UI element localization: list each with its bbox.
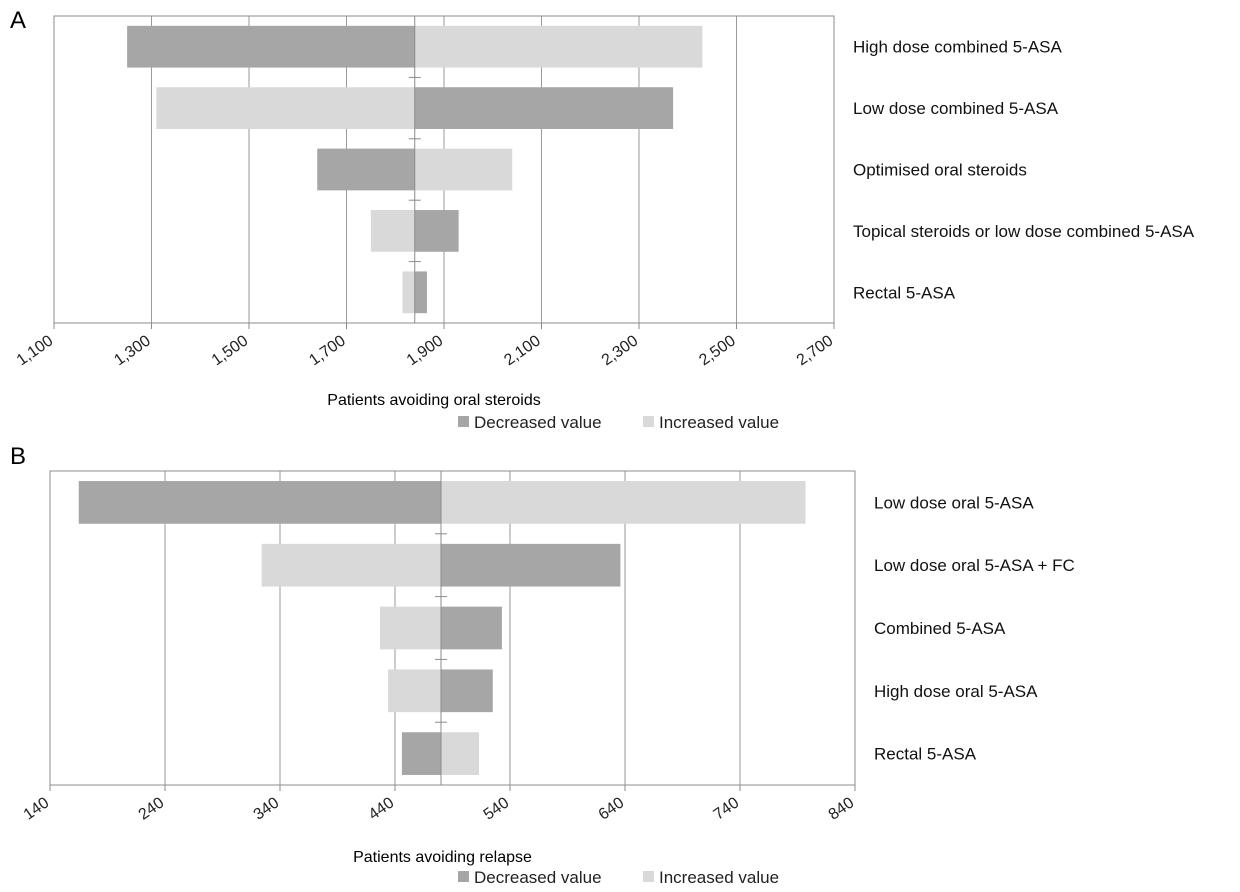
category-label: Low dose combined 5-ASA [853, 99, 1059, 118]
category-label: Low dose oral 5-ASA [874, 493, 1034, 512]
x-tick-label: 2,100 [501, 332, 544, 369]
bar-decreased [127, 25, 415, 68]
bar-decreased [414, 271, 427, 314]
category-label: Low dose oral 5-ASA + FC [874, 556, 1075, 575]
bar-increased [370, 210, 415, 252]
bar-increased [261, 543, 441, 587]
legend-label: Increased value [659, 868, 779, 887]
plot-frame [49, 470, 856, 786]
x-tick-label: 340 [251, 794, 283, 823]
x-tick-label: 140 [21, 794, 53, 823]
bar-decreased [441, 606, 502, 650]
bar-decreased [401, 732, 441, 775]
category-label: Topical steroids or low dose combined 5-… [853, 222, 1195, 241]
bar-increased [441, 732, 479, 775]
bar-increased [156, 87, 415, 129]
bar-increased [414, 148, 513, 191]
x-tick-label: 640 [596, 794, 628, 823]
x-tick-label: 840 [826, 794, 858, 823]
panel-a: A High dose combined 5-ASA Low dose combin… [10, 7, 1195, 432]
bar-increased [388, 669, 441, 713]
bar-decreased [441, 669, 493, 713]
legend-swatch [643, 416, 654, 427]
category-label: Rectal 5-ASA [853, 283, 956, 302]
panel-letter: A [10, 7, 26, 34]
legend-swatch [643, 871, 654, 882]
bar-decreased [414, 210, 459, 252]
x-tick-label: 240 [136, 794, 168, 823]
legend-label: Decreased value [474, 413, 602, 432]
category-label: High dose oral 5-ASA [874, 682, 1038, 701]
x-tick-label: 740 [711, 794, 743, 823]
legend-label: Decreased value [474, 868, 602, 887]
category-label: Optimised oral steroids [853, 161, 1027, 180]
x-tick-label: 1,100 [14, 332, 57, 369]
bar-increased [414, 25, 703, 68]
panel-b: B Low dose oral 5-ASA Low dose oral 5-ASA … [10, 443, 1075, 887]
bar-decreased [414, 87, 674, 129]
x-tick-label: 2,300 [599, 332, 642, 369]
x-axis-title: Patients avoiding relapse [353, 849, 532, 866]
bar-increased [380, 606, 441, 650]
bar-increased [441, 481, 806, 524]
legend-label: Increased value [659, 413, 779, 432]
x-tick-label: 540 [481, 794, 513, 823]
x-tick-label: 440 [366, 794, 398, 823]
bar-decreased [317, 148, 415, 191]
legend: Decreased value Increased value [458, 868, 779, 887]
x-tick-label: 1,700 [306, 332, 349, 369]
x-tick-label: 1,500 [209, 332, 252, 369]
legend-swatch [458, 416, 469, 427]
x-tick-label: 1,300 [111, 332, 154, 369]
category-label: Combined 5-ASA [874, 619, 1006, 638]
x-tick-label: 2,500 [696, 332, 739, 369]
x-tick-label: 2,700 [794, 332, 837, 369]
bar-decreased [78, 481, 441, 524]
panel-letter: B [10, 443, 26, 470]
bar-increased [402, 271, 415, 314]
category-label: Rectal 5-ASA [874, 745, 977, 764]
x-tick-label: 1,900 [404, 332, 447, 369]
x-axis-title: Patients avoiding oral steroids [327, 392, 540, 409]
legend: Decreased value Increased value [458, 413, 779, 432]
category-label: High dose combined 5-ASA [853, 38, 1063, 57]
legend-swatch [458, 871, 469, 882]
bar-decreased [441, 543, 621, 587]
